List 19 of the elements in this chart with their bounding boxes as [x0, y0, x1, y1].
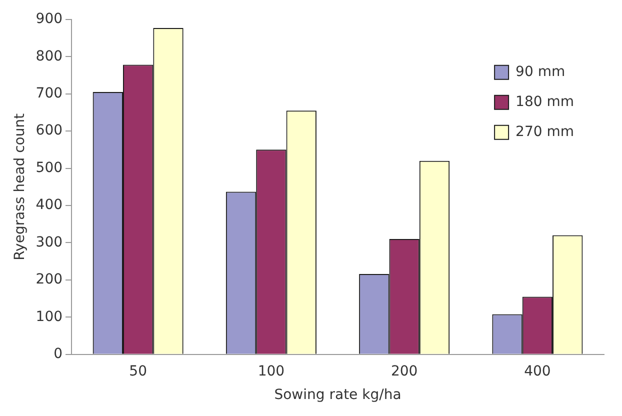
- legend-label: 90 mm: [516, 64, 566, 80]
- x-tick-label: 50: [129, 363, 147, 380]
- y-axis-title: Ryegrass head count: [12, 112, 28, 260]
- x-tick-label: 100: [258, 363, 285, 380]
- y-tick-label: 400: [36, 197, 63, 214]
- y-tick-label: 700: [36, 85, 63, 102]
- y-tick-label: 500: [36, 160, 63, 176]
- legend-label: 180 mm: [516, 94, 574, 110]
- y-tick-label: 0: [54, 346, 63, 362]
- legend-label: 270 mm: [516, 124, 574, 140]
- x-tick-label: 400: [524, 363, 551, 380]
- x-axis-title: Sowing rate kg/ha: [274, 387, 402, 404]
- y-tick-label: 200: [36, 272, 63, 288]
- x-tick-label: 200: [390, 363, 418, 380]
- y-tick-label: 900: [36, 11, 63, 28]
- y-tick-label: 800: [36, 48, 63, 64]
- y-tick-label: 600: [36, 122, 63, 139]
- y-tick-label: 100: [36, 308, 63, 325]
- y-tick-label: 300: [36, 234, 63, 250]
